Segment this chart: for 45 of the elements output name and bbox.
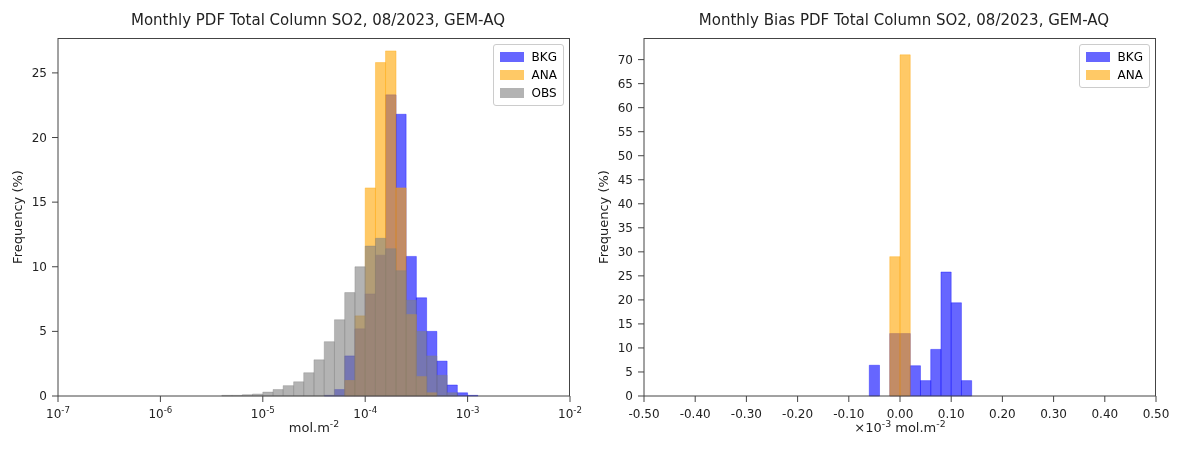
x-tick-label: 10$^{-7}$: [46, 405, 70, 421]
y-axis-title: Frequency (%): [596, 170, 611, 264]
y-tick-label: 65: [617, 76, 633, 91]
y-tick-label: 35: [617, 220, 633, 235]
y-tick-label: 45: [617, 172, 633, 187]
x-tick-label: 10$^{-5}$: [250, 405, 275, 421]
legend-label: BKG: [531, 49, 557, 66]
legend-label: OBS: [531, 85, 557, 102]
y-tick-label: 10: [617, 340, 633, 355]
y-tick-label: 60: [617, 100, 633, 115]
y-tick-label: 15: [617, 316, 633, 331]
y-tick-label: 15: [31, 195, 47, 210]
x-tick-label: -0.20: [782, 407, 814, 421]
legend-label: ANA: [531, 67, 557, 84]
chart-title: Monthly PDF Total Column SO2, 08/2023, GEM-AQ: [130, 10, 506, 31]
y-tick-label: 25: [31, 65, 47, 80]
y-tick-label: 20: [617, 292, 633, 307]
x-tick-label: 0.30: [1040, 407, 1067, 421]
y-tick-label: 25: [617, 268, 633, 283]
y-tick-label: 5: [625, 364, 633, 379]
y-tick-label: 10: [31, 259, 47, 274]
y-tick-label: 30: [617, 244, 633, 259]
x-tick-label: -0.50: [628, 407, 660, 421]
x-tick-label: 0.40: [1091, 407, 1119, 421]
y-tick-label: 40: [617, 196, 633, 211]
x-tick-label: 10$^{-2}$: [558, 405, 582, 421]
legend-label: BKG: [1117, 49, 1143, 66]
x-axis-title: mol.m$^{-2}$: [288, 417, 340, 435]
x-tick-label: -0.40: [679, 407, 711, 421]
x-tick-label: 10$^{-4}$: [353, 405, 378, 421]
y-tick-label: 0: [625, 389, 633, 403]
x-tick-label: 10$^{-3}$: [455, 405, 480, 421]
x-tick-label: 0.50: [1142, 407, 1170, 421]
y-tick-label: 5: [39, 324, 47, 339]
y-tick-label: 20: [31, 130, 47, 145]
y-axis-title: Frequency (%): [10, 170, 25, 264]
y-tick-label: 70: [617, 52, 633, 67]
y-tick-label: 55: [617, 124, 633, 139]
chart-title: Monthly Bias PDF Total Column SO2, 08/2023, GEM-AQ: [697, 10, 1111, 31]
x-tick-label: -0.30: [730, 407, 762, 421]
x-tick-label: 10$^{-6}$: [148, 405, 173, 421]
y-tick-label: 0: [39, 389, 47, 403]
x-tick-label: 0.20: [989, 407, 1016, 421]
y-tick-label: 50: [617, 148, 633, 163]
legend-label: ANA: [1117, 67, 1143, 84]
